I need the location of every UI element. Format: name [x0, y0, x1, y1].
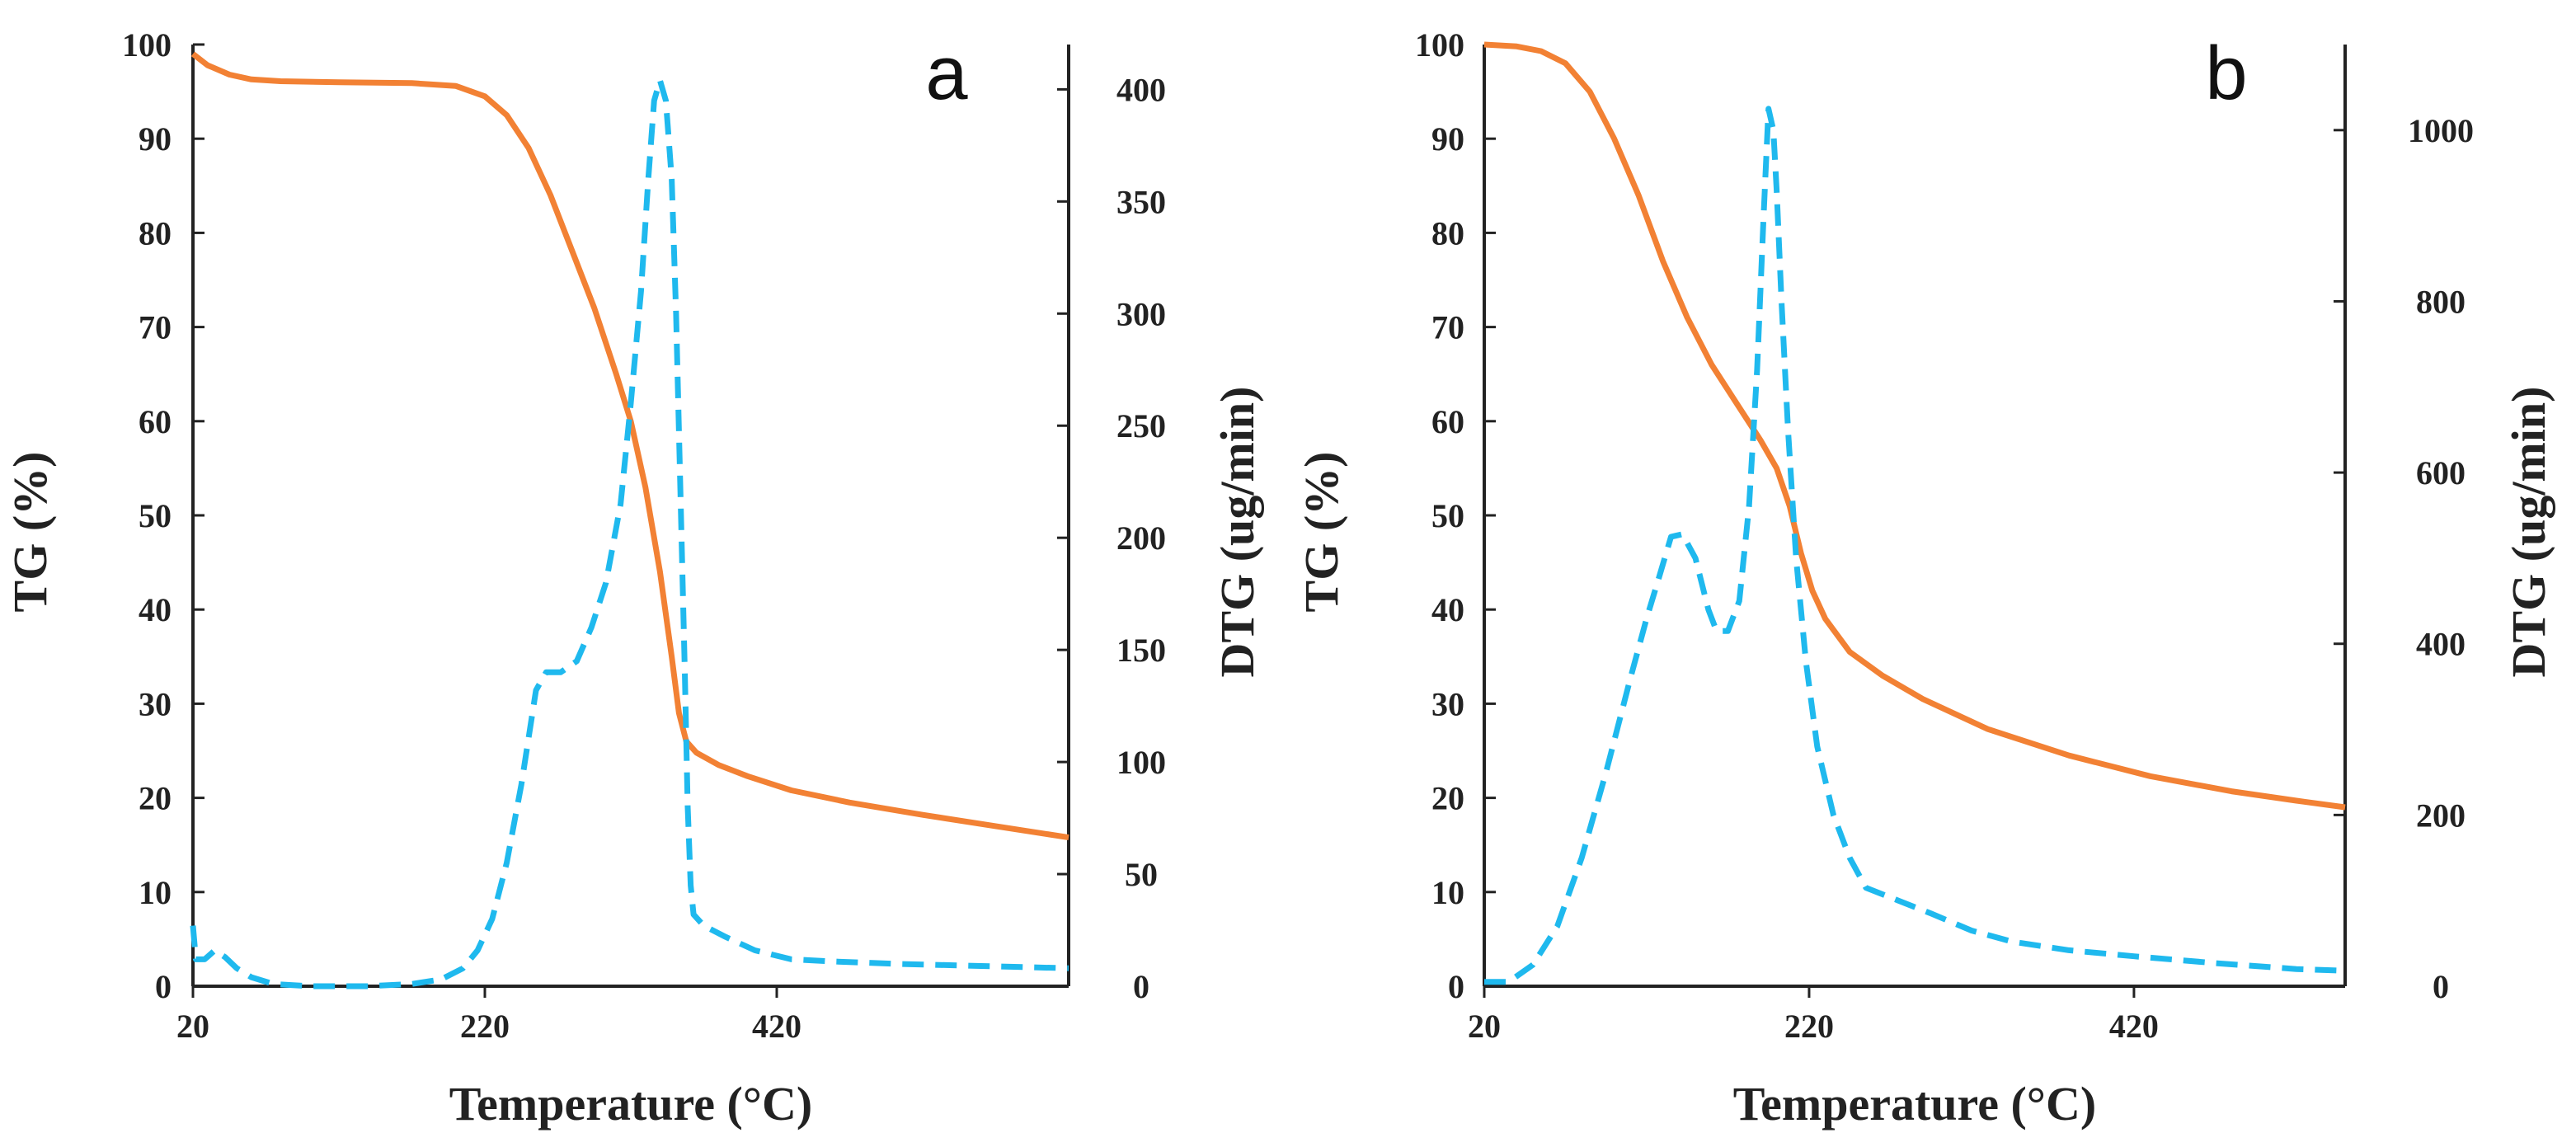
left-y-tick-label: 20	[139, 780, 172, 817]
panel-letter-a: a	[925, 31, 968, 115]
right-y-tick-label: 400	[1116, 71, 1166, 108]
right-y-tick-label: 150	[1116, 632, 1166, 669]
right-y-tick-label: 50	[1125, 856, 1158, 893]
left-y-tick-label: 30	[1431, 685, 1464, 722]
right-y-tick-label: 0	[2433, 968, 2449, 1005]
left-y-tick-label: 80	[1431, 214, 1464, 251]
tg-curve	[190, 51, 1069, 841]
x-tick-label: 220	[1784, 1008, 1834, 1045]
left-y-axis-title: TG (%)	[1295, 452, 1348, 613]
panel-b: 0102030405060708090100020040060080010002…	[1295, 26, 2555, 1131]
right-y-tick-label: 1000	[2408, 112, 2474, 149]
left-y-tick-label: 100	[122, 26, 172, 63]
left-y-tick-label: 20	[1431, 780, 1464, 817]
left-y-tick-label: 40	[1431, 591, 1464, 628]
x-axis-title: Temperature (°C)	[449, 1077, 812, 1131]
right-y-tick-label: 300	[1116, 295, 1166, 332]
right-y-tick-label: 600	[2416, 454, 2466, 491]
left-y-tick-label: 70	[139, 309, 172, 346]
right-y-tick-label: 350	[1116, 183, 1166, 220]
left-y-tick-label: 50	[1431, 497, 1464, 534]
left-y-tick-label: 10	[139, 874, 172, 911]
x-tick-label: 20	[176, 1008, 209, 1045]
right-y-tick-label: 200	[2416, 797, 2466, 834]
right-y-tick-label: 0	[1133, 968, 1149, 1005]
left-y-axis-title: TG (%)	[3, 452, 57, 613]
left-y-tick-label: 60	[139, 403, 172, 440]
right-y-tick-label: 250	[1116, 407, 1166, 444]
right-y-tick-label: 100	[1116, 744, 1166, 781]
x-axis-title: Temperature (°C)	[1733, 1077, 2096, 1131]
left-y-tick-label: 70	[1431, 309, 1464, 346]
x-tick-label: 220	[460, 1008, 510, 1045]
left-y-tick-label: 100	[1415, 26, 1464, 63]
right-y-axis-title: DTG (ug/min)	[1210, 387, 1264, 678]
tg-curve	[1483, 41, 2346, 811]
right-y-tick-label: 800	[2416, 283, 2466, 320]
x-tick-label: 20	[1468, 1008, 1501, 1045]
right-y-axis-title: DTG (ug/min)	[2502, 387, 2555, 678]
left-y-tick-label: 80	[139, 214, 172, 251]
left-y-tick-label: 0	[1448, 968, 1464, 1005]
x-tick-label: 420	[752, 1008, 801, 1045]
panel-letter-b: b	[2205, 31, 2247, 115]
x-tick-label: 420	[2109, 1008, 2159, 1045]
left-y-tick-label: 30	[139, 685, 172, 722]
left-y-tick-label: 60	[1431, 403, 1464, 440]
right-y-tick-label: 400	[2416, 626, 2466, 663]
left-y-tick-label: 90	[1431, 120, 1464, 157]
right-y-tick-label: 200	[1116, 519, 1166, 557]
panel-a: 0 10 20 30 40 50 60 70 80 90 100 0 50 100 150 200 250 300…	[3, 26, 1264, 1131]
left-y-tick-label: 90	[139, 120, 172, 157]
left-y-tick-label: 10	[1431, 874, 1464, 911]
dtg-curve	[1484, 106, 2346, 985]
left-y-tick-label: 50	[139, 497, 172, 534]
left-y-tick-label: 40	[139, 591, 172, 628]
dtg-curve	[190, 78, 1069, 990]
left-y-tick-label: 0	[155, 968, 172, 1005]
